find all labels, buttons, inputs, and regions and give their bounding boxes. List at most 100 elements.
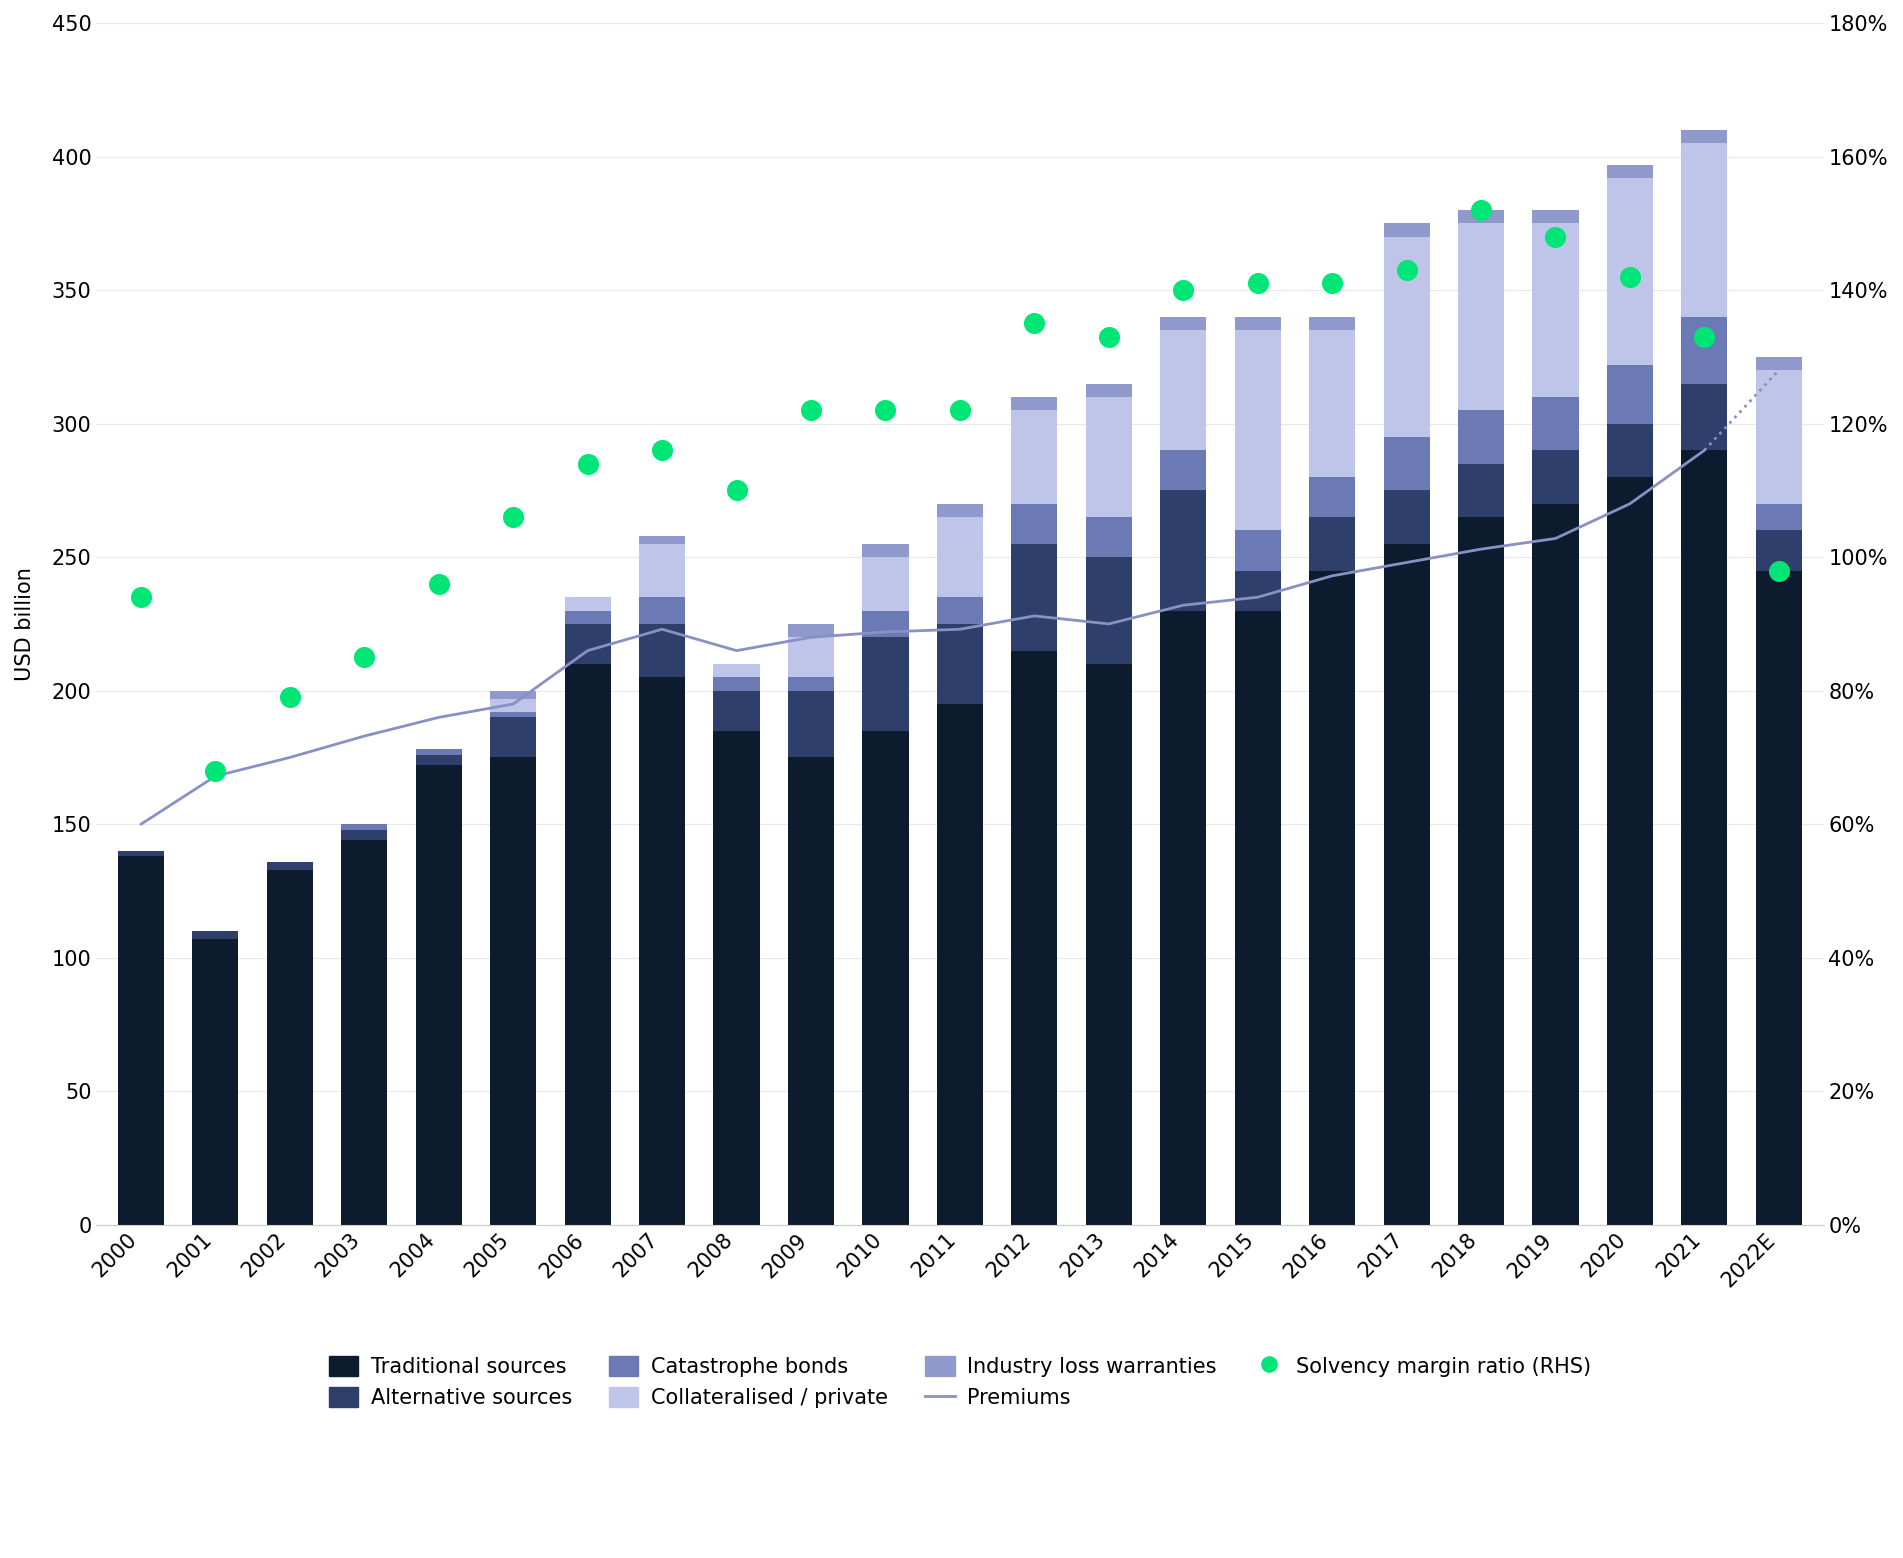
Bar [788,757,834,1225]
Bar [192,932,238,939]
Bar [1010,544,1058,651]
Bar [788,637,834,678]
Bar [1756,371,1802,503]
Bar [788,678,834,690]
Point [1168,277,1199,302]
Bar [341,829,388,840]
Bar [1309,477,1355,517]
Point [1094,324,1125,349]
Bar [415,754,462,765]
Bar [1606,477,1654,1225]
Bar [1606,424,1654,477]
Bar [1309,517,1355,570]
Bar [1682,450,1728,1225]
Bar [1606,365,1654,424]
Bar [415,749,462,754]
Bar [1235,316,1281,330]
Bar [1161,611,1207,1225]
Bar [1309,316,1355,330]
Point [795,397,826,422]
Bar [1087,397,1132,517]
Bar [491,757,537,1225]
Point [573,452,603,477]
Bar [1682,143,1728,316]
Bar [1532,397,1579,450]
Bar [639,623,685,678]
Bar [341,840,388,1225]
Bar [1235,530,1281,570]
Point [1540,224,1570,249]
Bar [1235,330,1281,530]
Bar [936,623,984,704]
Bar [491,698,537,712]
Bar [1383,223,1429,237]
Point [1020,312,1050,337]
Bar [491,712,537,717]
Bar [862,611,908,637]
Bar [565,664,611,1225]
Bar [714,731,759,1225]
Point [274,686,304,710]
Point [1465,198,1496,223]
Point [1317,271,1347,296]
Point [721,478,752,503]
Bar [491,690,537,698]
Bar [1161,450,1207,491]
Point [870,397,900,422]
Bar [415,765,462,1225]
Bar [1682,129,1728,143]
Bar [565,597,611,611]
Bar [1682,383,1728,450]
Bar [936,704,984,1225]
Bar [118,857,164,1225]
Bar [639,544,685,597]
Bar [1161,316,1207,330]
Bar [1458,464,1503,517]
Bar [1532,223,1579,397]
Bar [1606,165,1654,178]
Bar [639,678,685,1225]
Point [126,584,156,609]
Bar [936,597,984,623]
Bar [1010,503,1058,544]
Bar [1309,330,1355,477]
Bar [266,869,312,1225]
Bar [788,623,834,637]
Bar [565,611,611,623]
Bar [1532,210,1579,223]
Bar [1161,330,1207,450]
Bar [1756,570,1802,1225]
Point [424,572,455,597]
Bar [1458,210,1503,223]
Bar [862,558,908,611]
Bar [266,862,312,869]
Bar [1756,530,1802,570]
Point [1690,324,1720,349]
Bar [1087,558,1132,664]
Bar [1235,611,1281,1225]
Bar [862,544,908,558]
Bar [639,536,685,544]
Bar [341,824,388,829]
Bar [1756,357,1802,371]
Bar [1309,570,1355,1225]
Bar [714,690,759,731]
Bar [1087,664,1132,1225]
Bar [1087,517,1132,558]
Bar [1383,237,1429,436]
Point [1764,558,1795,583]
Bar [1606,178,1654,365]
Point [499,505,529,530]
Bar [714,678,759,690]
Bar [714,664,759,678]
Bar [1383,491,1429,544]
Legend: Traditional sources, Alternative sources, Catastrophe bonds, Collateralised / pr: Traditional sources, Alternative sources… [318,1345,1600,1419]
Bar [1010,651,1058,1225]
Bar [1010,410,1058,503]
Bar [1682,316,1728,383]
Bar [1458,223,1503,410]
Bar [1235,570,1281,611]
Bar [1161,491,1207,611]
Bar [118,851,164,857]
Bar [639,597,685,623]
